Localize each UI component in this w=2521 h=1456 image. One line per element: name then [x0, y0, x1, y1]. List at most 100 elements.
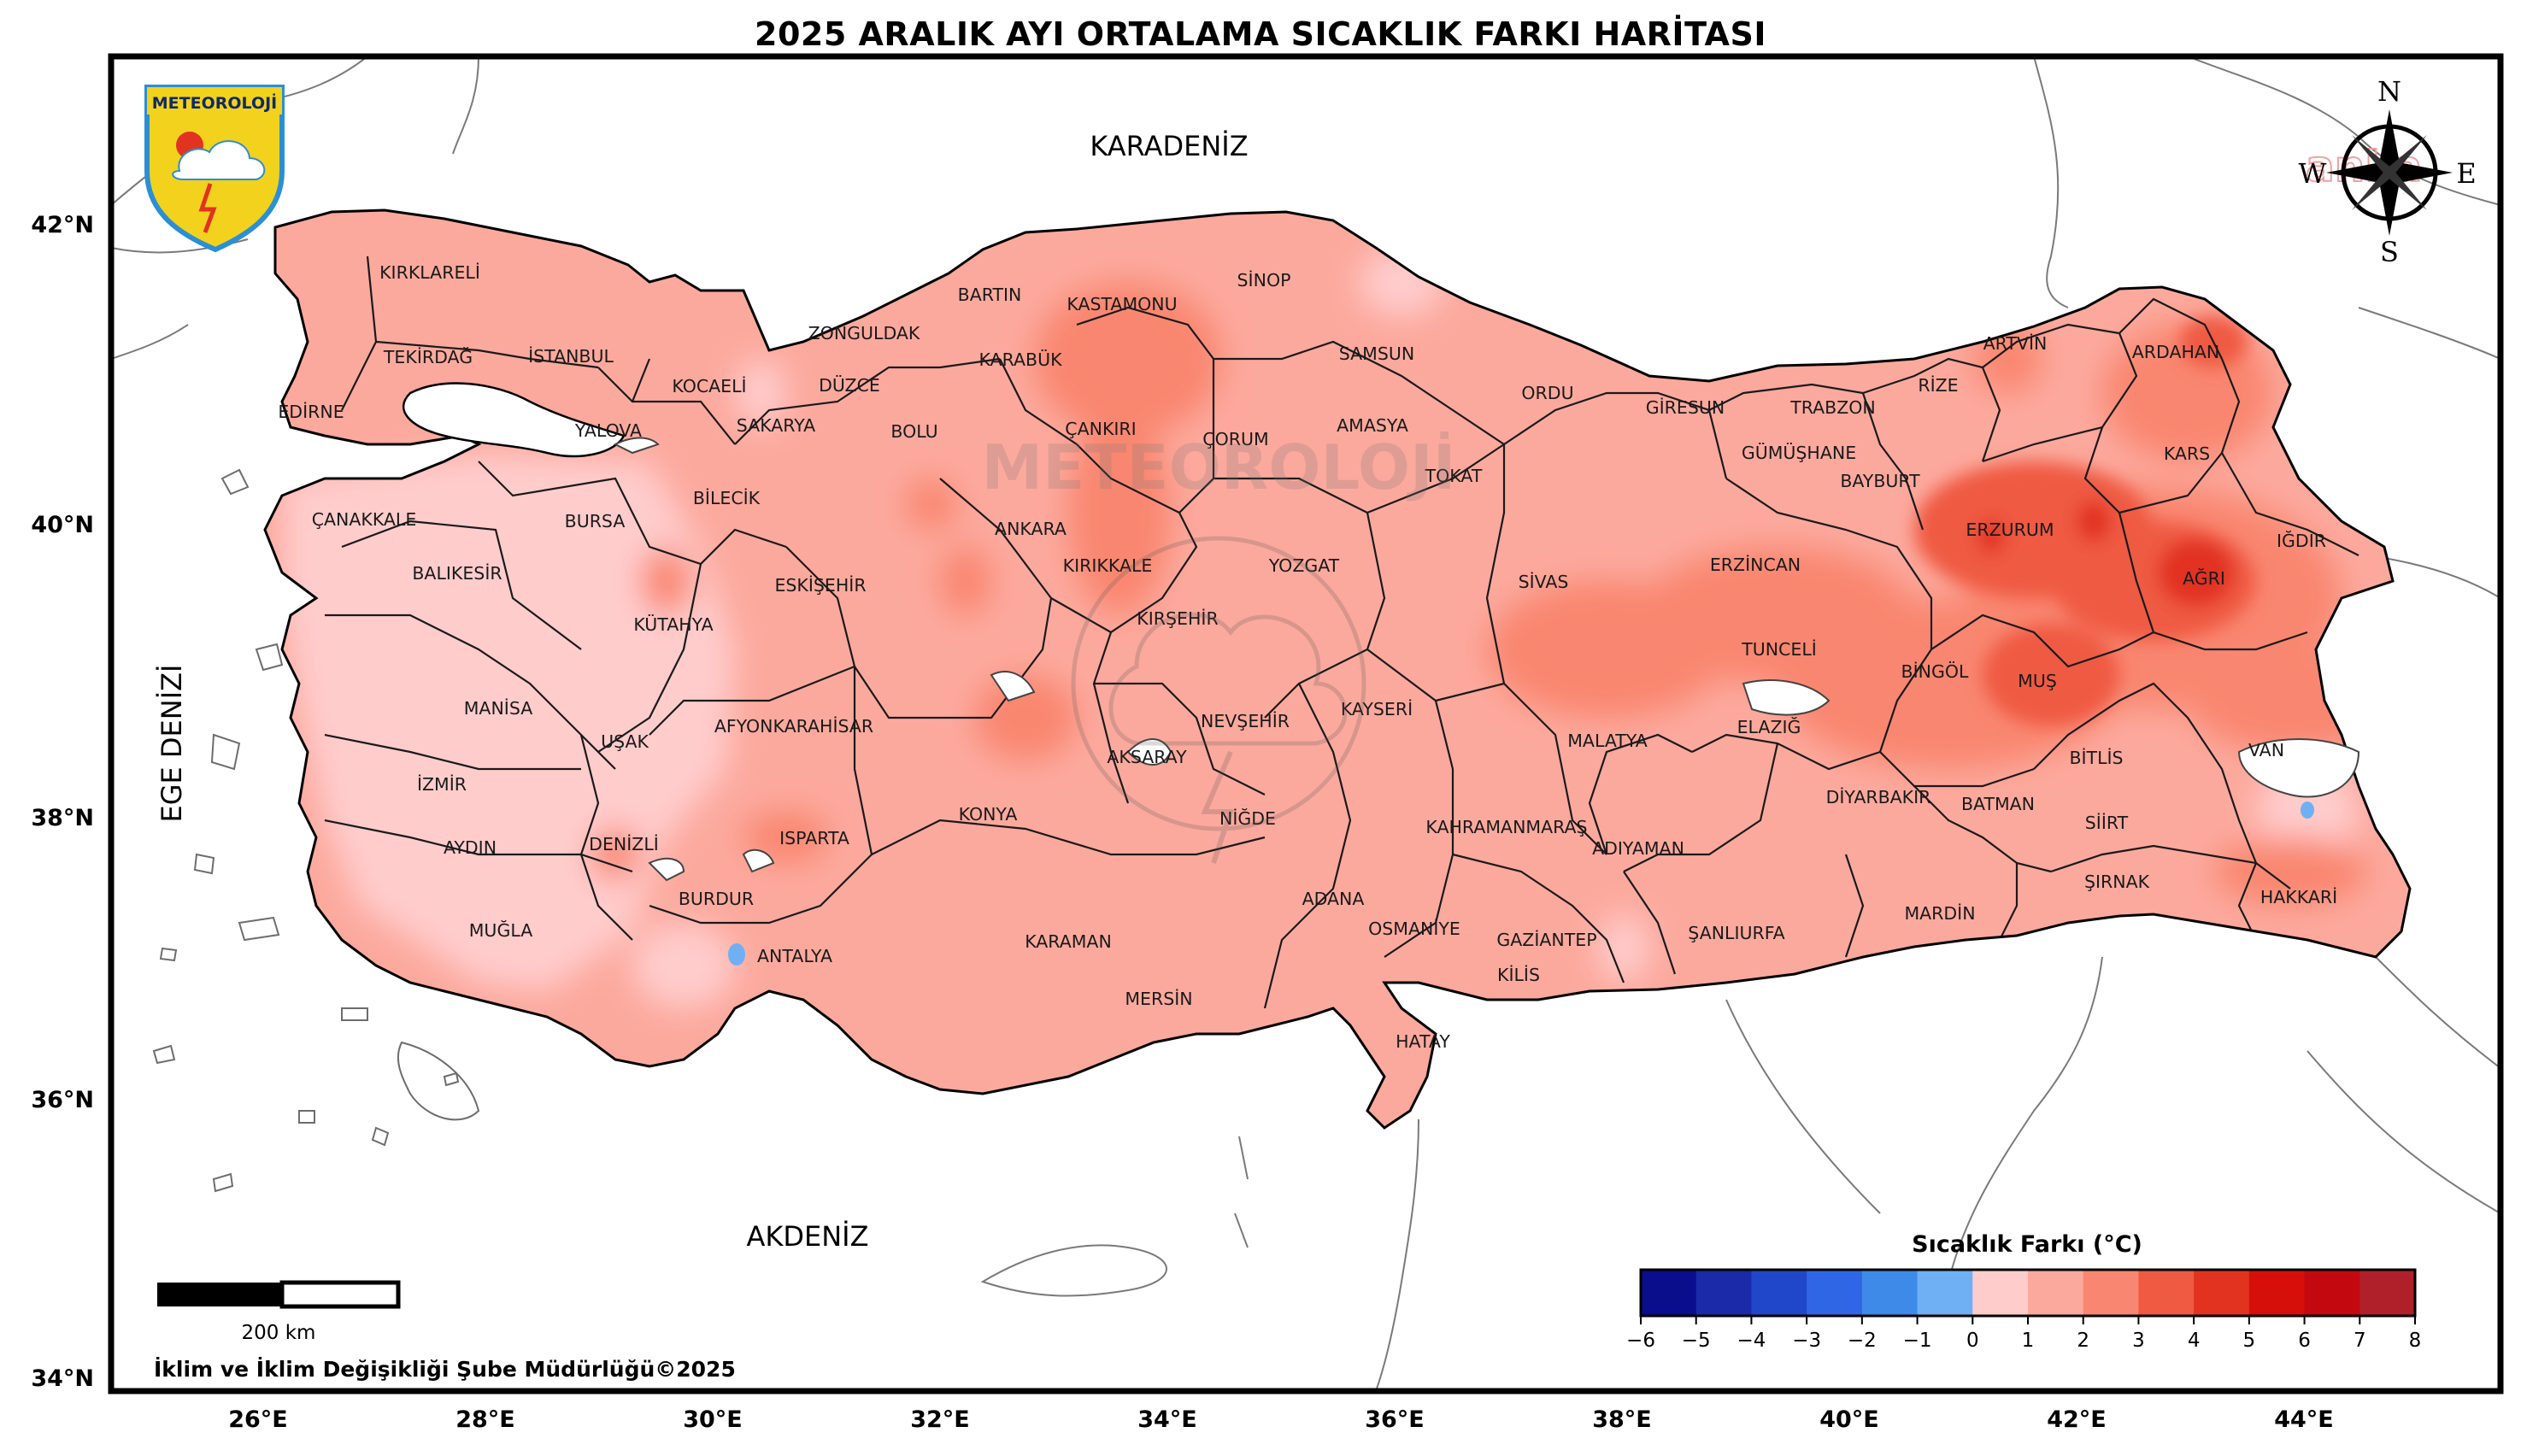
watermark-lightning-icon — [1201, 750, 1235, 864]
colorbar-ticks: −6 −5 −4 −3 −2 −1 0 1 2 3 4 5 6 7 8 — [1626, 1316, 2421, 1352]
colorbar-tick-label: 6 — [2298, 1330, 2311, 1352]
lon-label: 26°E — [228, 1406, 288, 1433]
province-label: YOZGAT — [1268, 555, 1340, 576]
province-label: SAMSUN — [1339, 343, 1414, 364]
province-label: ANKARA — [995, 519, 1067, 539]
province-label: DİYARBAKIR — [1826, 786, 1931, 807]
province-labels: KIRKLARELİ TEKİRDAĞ EDİRNE İSTANBUL KOCA… — [278, 261, 2337, 1052]
province-label: MUŞ — [2018, 671, 2057, 691]
logo-banner — [147, 87, 282, 114]
colorbar-swatch — [2359, 1270, 2416, 1316]
colorbar-swatch — [2194, 1270, 2250, 1316]
province-label: NİĞDE — [1219, 807, 1276, 829]
province-label: SİNOP — [1237, 269, 1291, 291]
province-label: AMASYA — [1337, 415, 1408, 436]
logo-cloud-icon — [172, 140, 266, 180]
province-label: KARAMAN — [1025, 931, 1112, 952]
lakes — [613, 437, 2360, 882]
lon-label: 38°E — [1592, 1406, 1652, 1433]
scale-bar-black-segment — [157, 1283, 282, 1306]
province-label: KIRIKKALE — [1063, 555, 1153, 576]
colorbar-swatch — [2028, 1270, 2084, 1316]
province-label: BURSA — [565, 511, 626, 531]
lon-label: 30°E — [683, 1406, 743, 1433]
colorbar-title: Sıcaklık Farkı (°C) — [1912, 1231, 2142, 1258]
province-label: ÇANAKKALE — [312, 509, 417, 530]
colorbar-tick-label: 0 — [1966, 1330, 1979, 1352]
compass-north-label: N — [2377, 75, 2401, 108]
province-label: İZMİR — [417, 773, 467, 795]
colorbar-tick-label: 5 — [2243, 1330, 2256, 1352]
province-label: KOCAELİ — [672, 375, 746, 396]
colorbar-tick-label: −6 — [1626, 1330, 1655, 1352]
compass-south-label: S — [2380, 236, 2399, 268]
axis-labels: 42°N 40°N 38°N 36°N 34°N 26°E 28°E 30°E … — [31, 212, 2333, 1433]
province-label: BARTIN — [958, 285, 1022, 305]
province-label: VAN — [2248, 740, 2284, 760]
province-label: BOLU — [890, 421, 937, 442]
province-label: MALATYA — [1567, 731, 1648, 751]
colorbar-swatches — [1639, 1268, 2417, 1318]
province-label: BAYBURT — [1840, 471, 1920, 491]
colorbar-swatch — [2304, 1270, 2360, 1316]
province-label: HATAY — [1396, 1031, 1450, 1052]
colorbar-tick-label: −3 — [1792, 1330, 1821, 1352]
lat-label: 34°N — [31, 1365, 94, 1392]
watermark-text: METEOROLOJİ — [981, 432, 1455, 503]
colorbar-tick-label: −5 — [1682, 1330, 1711, 1352]
province-label: OSMANİYE — [1368, 918, 1460, 939]
logo-lightning-icon — [198, 183, 217, 233]
province-label: İSTANBUL — [528, 345, 614, 367]
meteoroloji-watermark: METEOROLOJİ — [981, 432, 1456, 864]
colorbar-swatch — [2138, 1270, 2195, 1316]
compass-east-label: E — [2456, 157, 2476, 190]
province-label: ZONGULDAK — [808, 323, 920, 343]
compass-west-label: W — [2299, 157, 2327, 190]
colorbar-swatch — [2083, 1270, 2139, 1316]
province-label: EDİRNE — [278, 401, 344, 422]
scale-bar-white-segment — [279, 1280, 401, 1309]
lon-label: 34°E — [1137, 1406, 1197, 1433]
meteoroloji-logo: METEOROLOJİ — [144, 85, 285, 253]
province-label: ÇORUM — [1202, 429, 1268, 449]
colorbar-tick-label: −1 — [1903, 1330, 1932, 1352]
province-label: SİİRT — [2085, 812, 2129, 833]
colorbar-swatch — [1807, 1270, 1863, 1316]
province-label: AYDIN — [444, 837, 497, 858]
colorbar-swatch — [2248, 1270, 2306, 1316]
sea-label-west: EGE DENİZİ — [156, 665, 188, 823]
lon-label: 44°E — [2274, 1406, 2334, 1433]
province-label: TUNCELİ — [1741, 638, 1817, 660]
province-label: KIRŞEHİR — [1137, 608, 1218, 629]
province-label: AFYONKARAHİSAR — [714, 715, 873, 737]
province-label: ADANA — [1302, 889, 1365, 909]
province-label: SAKARYA — [737, 415, 815, 436]
province-label: KARABÜK — [978, 349, 1062, 370]
province-label: BURDUR — [679, 889, 754, 909]
colorbar-swatch — [1695, 1270, 1752, 1316]
sea-label-south: AKDENİZ — [746, 1220, 868, 1253]
colorbar-tick-label: 8 — [2409, 1330, 2422, 1352]
colorbar-tick-label: 1 — [2022, 1330, 2035, 1352]
province-label: ŞIRNAK — [2084, 872, 2150, 892]
province-label: DÜZCE — [819, 374, 880, 396]
province-label: TEKİRDAĞ — [383, 346, 473, 367]
colorbar-swatch — [1972, 1270, 2029, 1316]
province-label: GÜMÜŞHANE — [1742, 442, 1856, 463]
province-label: ELAZIĞ — [1737, 716, 1801, 737]
logo-text: METEOROLOJİ — [152, 92, 277, 113]
province-label: KAHRAMANMARAŞ — [1425, 817, 1587, 837]
lon-label: 32°E — [910, 1406, 970, 1433]
province-label: KONYA — [959, 804, 1018, 825]
province-label: UŞAK — [601, 731, 649, 752]
province-label: KIRKLARELİ — [379, 261, 480, 283]
province-label: KİLİS — [1497, 964, 1540, 985]
watermark-cloud-icon — [1108, 612, 1348, 746]
province-label: NEVŞEHİR — [1201, 710, 1290, 731]
colorbar: Sıcaklık Farkı (°C) −6 −5 −4 −3 −2 −1 0 1 2 3 4 5 6 7… — [1626, 1231, 2421, 1352]
province-borders — [324, 255, 2359, 1009]
compass-rose: anka N S E W — [2299, 75, 2477, 268]
lon-label: 40°E — [1819, 1406, 1879, 1433]
province-label: HAKKARİ — [2260, 886, 2337, 907]
